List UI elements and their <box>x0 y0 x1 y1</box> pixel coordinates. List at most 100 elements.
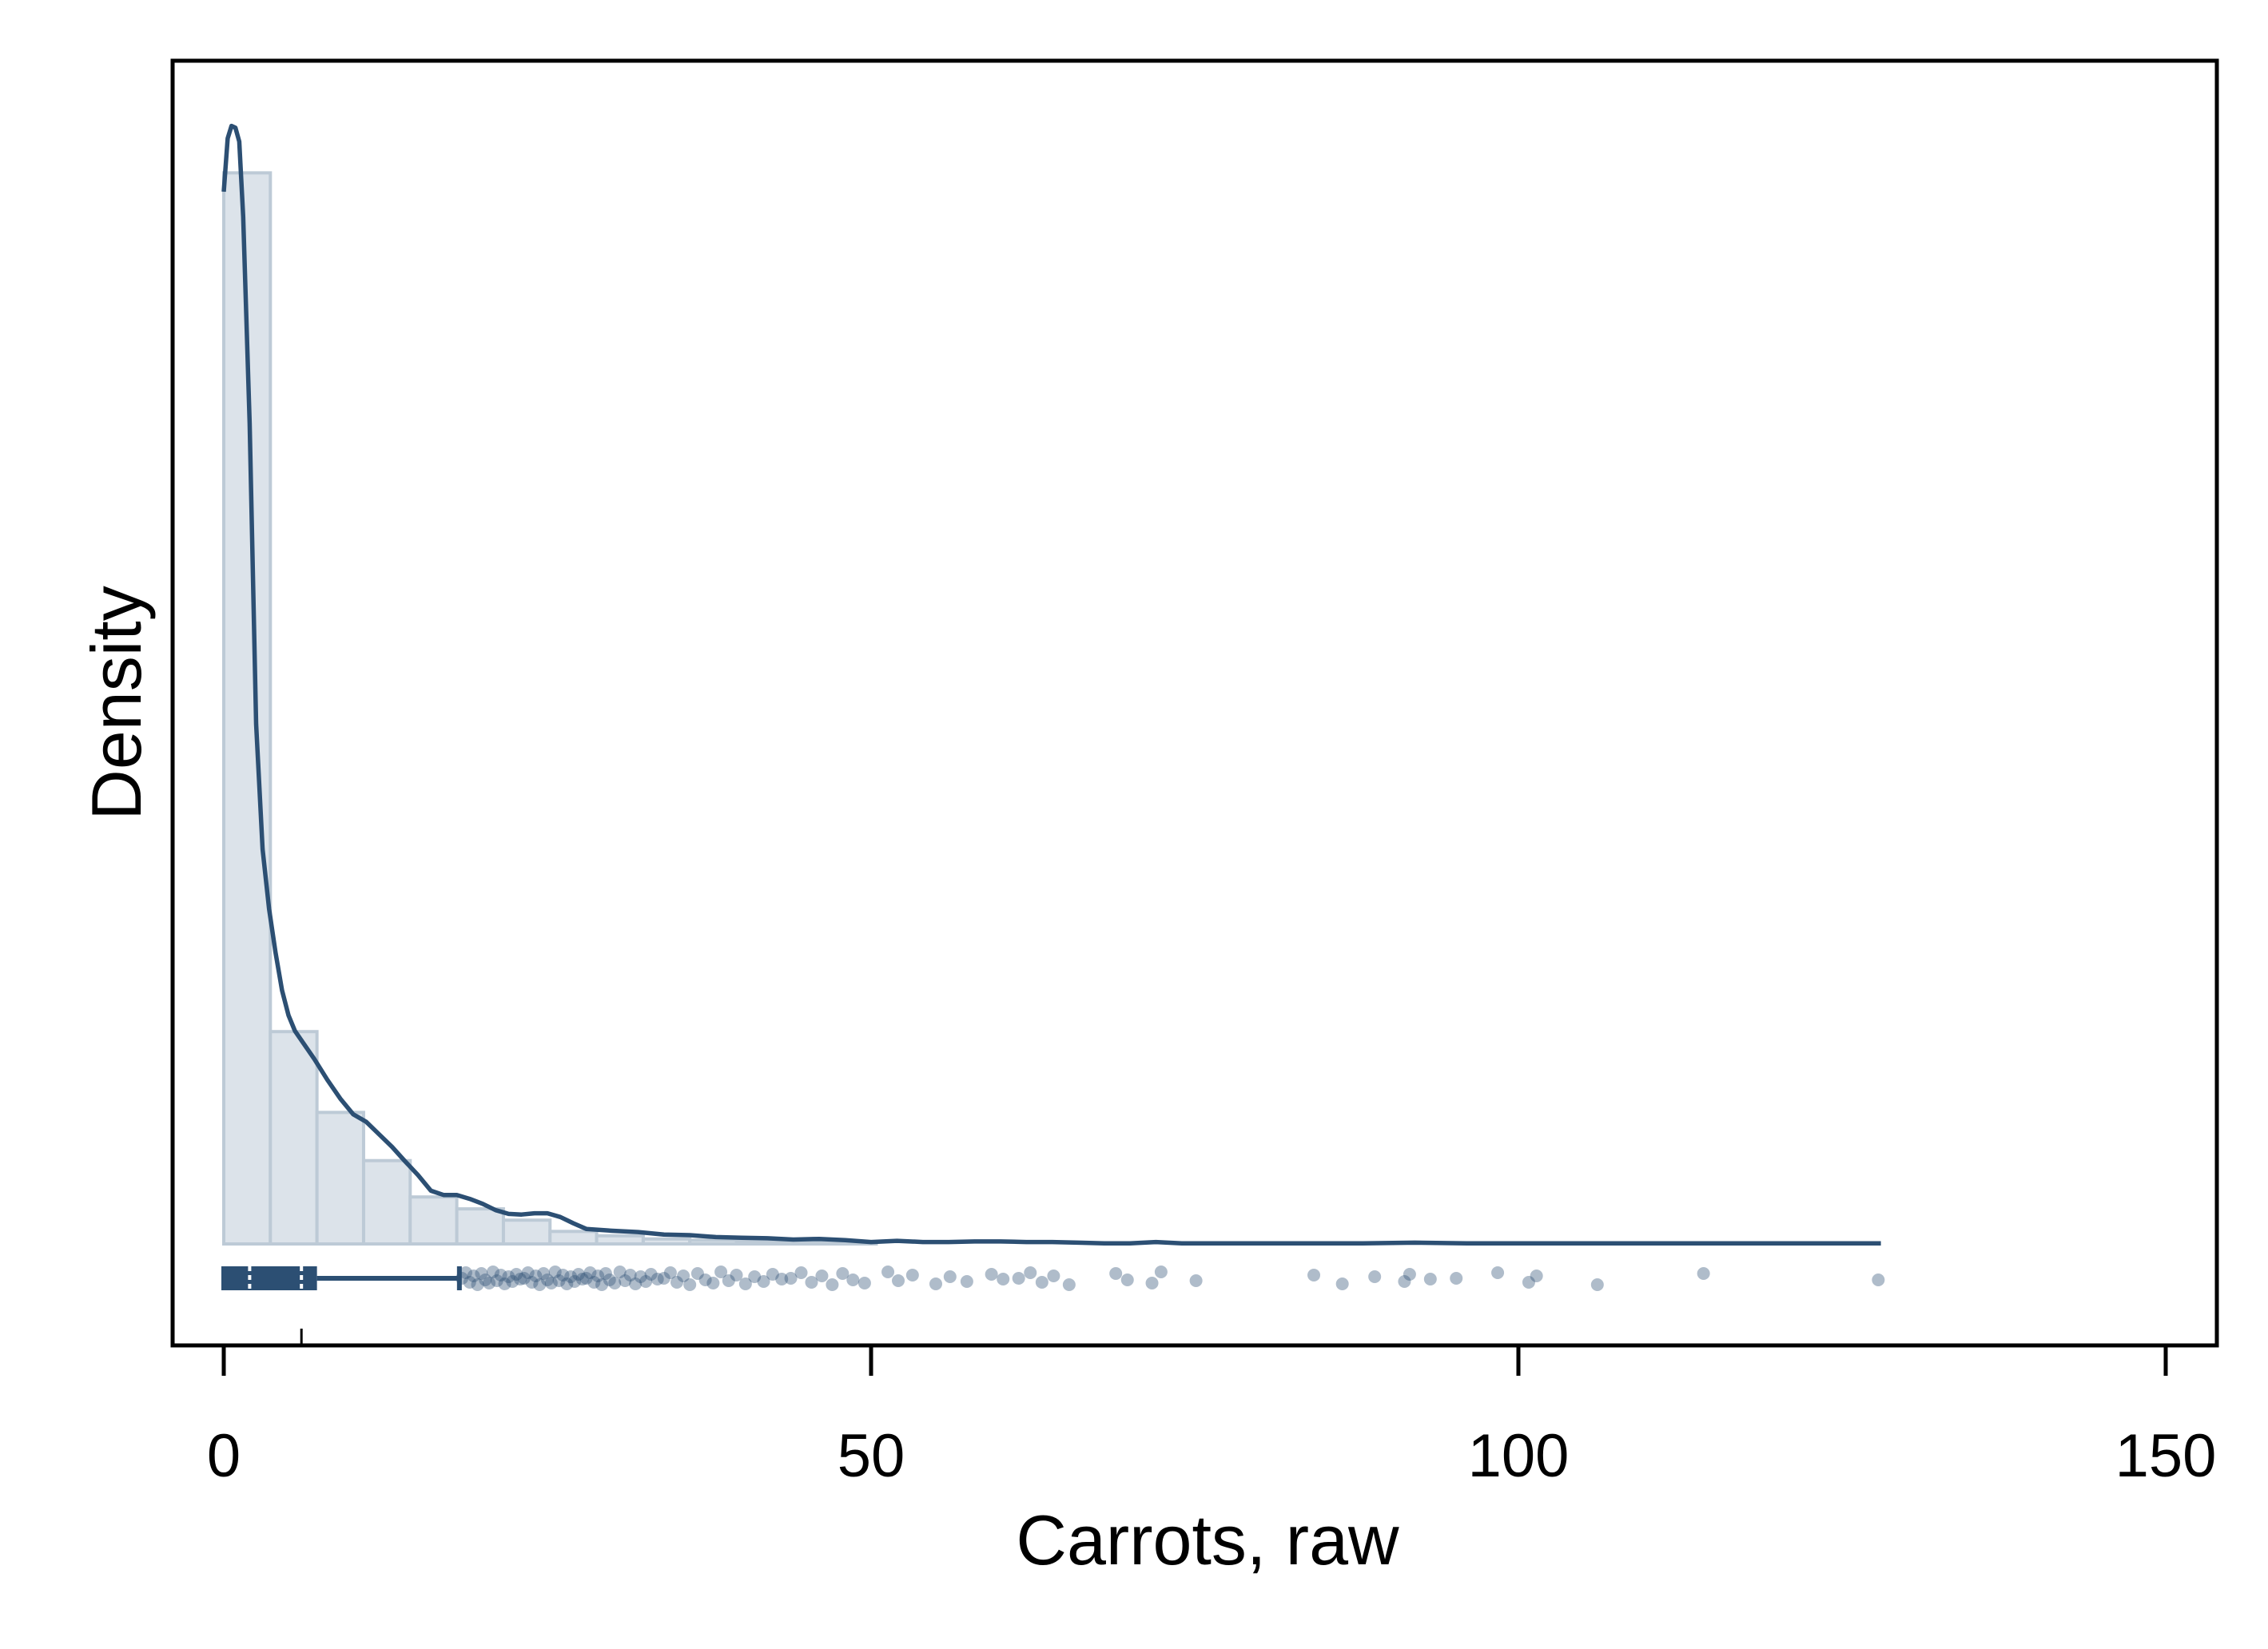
outlier-point-42 <box>623 1269 637 1281</box>
y-axis-label: Density <box>77 586 156 820</box>
x-tick-label-1: 50 <box>838 1422 905 1490</box>
outlier-point-22 <box>541 1274 554 1286</box>
histogram-bar-1 <box>269 1030 319 1246</box>
outlier-point-83 <box>1047 1270 1060 1282</box>
outlier-point-55 <box>706 1277 720 1289</box>
outlier-point-62 <box>766 1268 779 1281</box>
outlier-point-9 <box>490 1274 503 1287</box>
outlier-point-95 <box>1423 1273 1437 1285</box>
outlier-point-54 <box>698 1274 712 1286</box>
outlier-point-41 <box>619 1274 632 1287</box>
outlier-point-32 <box>579 1272 593 1285</box>
outlier-point-31 <box>575 1273 589 1285</box>
outlier-point-12 <box>502 1270 515 1283</box>
outlier-point-23 <box>544 1277 558 1289</box>
outlier-point-82 <box>1035 1276 1048 1289</box>
x-axis-label: Carrots, raw <box>1016 1500 1399 1579</box>
outlier-point-91 <box>1335 1277 1349 1290</box>
outlier-point-36 <box>595 1278 609 1291</box>
outlier-point-79 <box>997 1273 1010 1285</box>
outlier-point-13 <box>506 1275 519 1288</box>
outlier-point-74 <box>905 1269 919 1281</box>
outlier-point-47 <box>651 1273 664 1285</box>
outlier-point-92 <box>1368 1270 1382 1283</box>
outlier-point-96 <box>1450 1272 1463 1285</box>
outlier-point-21 <box>537 1267 551 1280</box>
outlier-point-93 <box>1398 1275 1411 1288</box>
outlier-point-59 <box>738 1277 752 1290</box>
histogram-bar-3 <box>361 1158 412 1246</box>
outlier-point-71 <box>857 1277 871 1289</box>
histogram-bar-12 <box>781 1239 832 1246</box>
outlier-point-52 <box>683 1278 697 1291</box>
outlier-point-90 <box>1307 1269 1321 1281</box>
outlier-point-101 <box>1697 1267 1710 1280</box>
outlier-point-57 <box>722 1274 735 1287</box>
histogram-bar-6 <box>501 1218 552 1246</box>
outlier-point-35 <box>591 1270 605 1282</box>
outlier-point-38 <box>603 1274 616 1286</box>
outlier-point-2 <box>463 1276 476 1289</box>
outlier-point-5 <box>475 1267 488 1280</box>
outlier-point-87 <box>1145 1277 1159 1289</box>
outlier-point-29 <box>568 1275 582 1288</box>
outlier-point-30 <box>571 1268 585 1281</box>
outlier-point-86 <box>1120 1274 1134 1286</box>
outlier-point-28 <box>564 1270 578 1283</box>
outlier-point-16 <box>517 1272 531 1285</box>
outlier-point-98 <box>1522 1276 1535 1289</box>
outlier-point-72 <box>881 1266 895 1278</box>
outlier-point-75 <box>929 1277 942 1290</box>
outlier-point-11 <box>498 1277 511 1290</box>
outlier-point-37 <box>599 1267 612 1280</box>
outlier-point-1 <box>459 1266 472 1279</box>
outlier-point-68 <box>826 1278 839 1291</box>
outlier-point-89 <box>1189 1274 1203 1287</box>
outlier-point-64 <box>784 1272 798 1285</box>
outlier-point-60 <box>748 1270 762 1283</box>
outlier-point-6 <box>479 1274 492 1286</box>
outlier-point-49 <box>663 1266 677 1279</box>
histogram-bar-5 <box>455 1207 505 1246</box>
outlier-point-50 <box>670 1276 683 1289</box>
histogram-bar-10 <box>688 1238 738 1246</box>
histogram-bar-9 <box>641 1237 692 1246</box>
outlier-point-10 <box>494 1269 507 1281</box>
boxplot-layer <box>221 1266 1885 1345</box>
outlier-point-14 <box>510 1268 523 1281</box>
x-tick-label-2: 100 <box>1468 1422 1570 1490</box>
outlier-point-43 <box>629 1277 643 1290</box>
kde-layer <box>221 123 1881 1246</box>
histogram-bar-4 <box>408 1195 459 1246</box>
outlier-point-94 <box>1403 1268 1416 1281</box>
outlier-point-3 <box>467 1270 480 1282</box>
histogram-bar-2 <box>315 1111 365 1246</box>
outlier-point-58 <box>730 1269 743 1281</box>
outlier-point-7 <box>483 1277 496 1289</box>
plot-frame <box>170 58 2219 1348</box>
outlier-point-69 <box>836 1267 850 1280</box>
outlier-point-39 <box>608 1277 622 1289</box>
outlier-point-48 <box>657 1272 670 1285</box>
outlier-point-70 <box>846 1274 860 1286</box>
outlier-point-19 <box>529 1270 543 1282</box>
histogram-bar-8 <box>595 1234 645 1246</box>
outlier-point-18 <box>525 1276 539 1289</box>
outlier-point-78 <box>985 1268 998 1281</box>
outlier-point-56 <box>714 1266 728 1278</box>
outlier-point-15 <box>513 1273 527 1285</box>
outlier-point-76 <box>943 1270 957 1283</box>
outlier-point-45 <box>639 1275 653 1288</box>
outlier-point-0 <box>456 1272 469 1285</box>
outlier-point-24 <box>548 1266 562 1278</box>
kde-line <box>221 123 1881 1246</box>
outlier-point-4 <box>471 1278 484 1291</box>
outlier-point-63 <box>775 1273 789 1285</box>
outlier-point-88 <box>1154 1266 1168 1278</box>
outlier-point-34 <box>587 1276 601 1289</box>
outlier-point-40 <box>613 1266 627 1278</box>
outlier-point-73 <box>892 1274 905 1287</box>
outlier-point-80 <box>1012 1272 1025 1285</box>
